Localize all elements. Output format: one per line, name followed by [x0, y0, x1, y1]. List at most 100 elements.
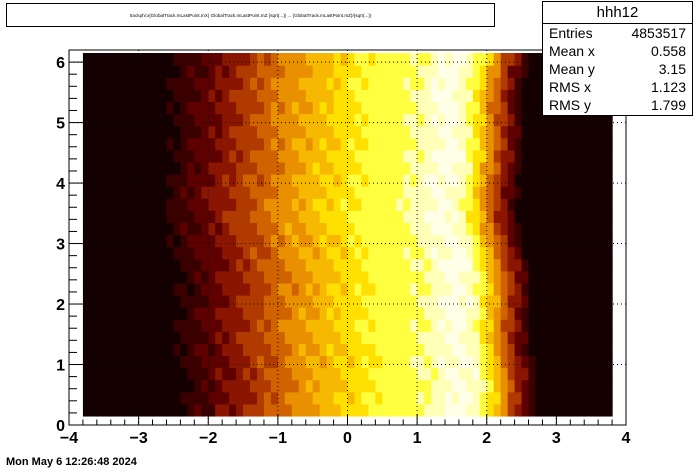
heatmap-cell	[201, 77, 209, 90]
heatmap-cell	[528, 77, 537, 90]
heatmap-cell	[347, 307, 356, 320]
heatmap-cell	[326, 186, 335, 199]
heatmap-cell	[375, 270, 383, 284]
heatmap-cell	[347, 149, 356, 163]
heatmap-cell	[298, 77, 307, 90]
heatmap-cell	[417, 343, 425, 357]
heatmap-cell	[201, 294, 209, 308]
heatmap-cell	[451, 101, 460, 115]
heatmap-cell	[159, 355, 168, 369]
heatmap-cell	[145, 246, 154, 260]
heatmap-cell	[556, 198, 564, 211]
heatmap-cell	[215, 149, 223, 163]
heatmap-cell	[347, 319, 356, 332]
heatmap-cell	[263, 65, 272, 78]
heatmap-cell	[194, 161, 202, 175]
heatmap-cell	[389, 355, 397, 369]
heatmap-cell	[410, 125, 418, 139]
heatmap-cell	[368, 101, 376, 115]
heatmap-cell	[194, 222, 202, 236]
x-tick-label: −4	[60, 430, 78, 447]
heatmap-cell	[535, 161, 544, 175]
heatmap-cell	[591, 186, 599, 199]
heatmap-cell	[312, 101, 321, 115]
heatmap-cell	[89, 65, 98, 78]
heatmap-cell	[180, 307, 188, 320]
heatmap-cell	[319, 125, 328, 139]
heatmap-cell	[403, 270, 411, 284]
heatmap-cell	[458, 379, 467, 393]
heatmap-cell	[591, 173, 599, 187]
heatmap-cell	[256, 65, 265, 78]
heatmap-cell	[347, 113, 356, 127]
heatmap-cell	[208, 234, 216, 248]
heatmap-cell	[431, 125, 439, 139]
heatmap-cell	[270, 186, 279, 199]
histogram-title-box: trackphi:x{GlobalTrack.mLastPoint.mX} Gl…	[6, 3, 495, 27]
heatmap-cell	[486, 246, 495, 260]
heatmap-cell	[403, 65, 411, 78]
heatmap-cell	[493, 343, 502, 357]
heatmap-cell	[277, 391, 286, 405]
heatmap-cell	[438, 331, 446, 344]
heatmap-cell	[270, 379, 279, 393]
heatmap-cell	[124, 186, 133, 199]
heatmap-cell	[215, 89, 223, 103]
heatmap-cell	[486, 222, 495, 236]
heatmap-cell	[180, 149, 188, 163]
heatmap-cell	[458, 403, 467, 417]
heatmap-cell	[605, 161, 613, 175]
heatmap-cell	[361, 113, 369, 127]
heatmap-cell	[305, 367, 314, 381]
heatmap-cell	[500, 161, 509, 175]
heatmap-cell	[117, 186, 126, 199]
heatmap-cell	[180, 270, 188, 284]
heatmap-cell	[591, 367, 599, 381]
heatmap-cell	[229, 403, 237, 417]
heatmap-cell	[145, 89, 154, 103]
heatmap-cell	[605, 294, 613, 308]
heatmap-cell	[403, 294, 411, 308]
heatmap-cell	[396, 77, 404, 90]
heatmap-cell	[479, 379, 488, 393]
heatmap-cell	[243, 294, 251, 308]
heatmap-cell	[584, 149, 592, 163]
heatmap-cell	[556, 355, 564, 369]
heatmap-cell	[396, 125, 404, 139]
heatmap-cell	[312, 234, 321, 248]
heatmap-cell	[298, 331, 307, 344]
heatmap-cell	[166, 331, 175, 344]
heatmap-cell	[382, 294, 390, 308]
heatmap-cell	[82, 77, 91, 90]
heatmap-cell	[180, 198, 188, 211]
heatmap-cell	[451, 258, 460, 272]
heatmap-cell	[96, 198, 105, 211]
heatmap-cell	[312, 331, 321, 344]
heatmap-cell	[368, 198, 376, 211]
heatmap-cell	[117, 258, 126, 272]
heatmap-cell	[347, 77, 356, 90]
heatmap-cell	[431, 307, 439, 320]
heatmap-cell	[82, 149, 91, 163]
heatmap-cell	[96, 391, 105, 405]
heatmap-cell	[382, 343, 390, 357]
heatmap-cell	[500, 319, 509, 332]
heatmap-cell	[577, 379, 585, 393]
heatmap-cell	[103, 234, 112, 248]
heatmap-cell	[117, 246, 126, 260]
heatmap-cell	[89, 77, 98, 90]
heatmap-cell	[389, 367, 397, 381]
heatmap-cell	[250, 125, 258, 139]
heatmap-cell	[152, 149, 161, 163]
heatmap-cell	[521, 294, 530, 308]
heatmap-cell	[277, 89, 286, 103]
heatmap-cell	[507, 186, 516, 199]
heatmap-cell	[347, 258, 356, 272]
heatmap-cell	[563, 210, 571, 223]
heatmap-cell	[298, 403, 307, 417]
heatmap-cell	[291, 270, 300, 284]
heatmap-cell	[319, 198, 328, 211]
heatmap-cell	[486, 77, 495, 90]
heatmap-cell	[173, 294, 181, 308]
heatmap-cell	[389, 379, 397, 393]
